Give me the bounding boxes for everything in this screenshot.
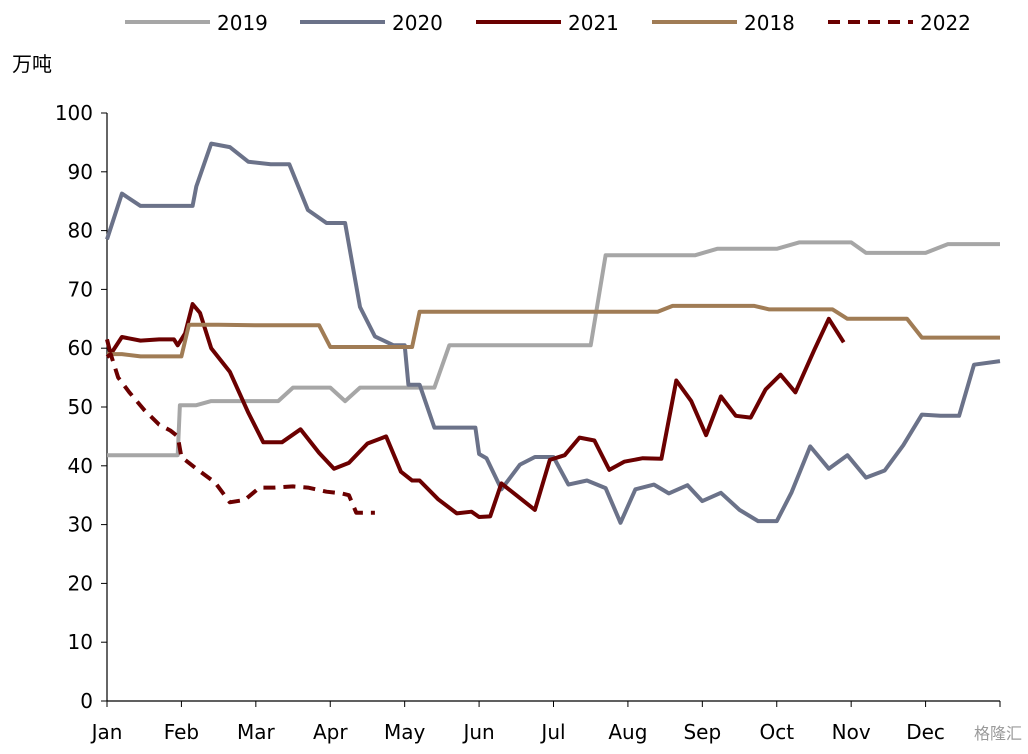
series-lines <box>105 141 1001 525</box>
y-tick-label: 0 <box>80 689 93 713</box>
x-tick-label: Oct <box>759 720 794 744</box>
y-tick-label: 60 <box>68 336 93 360</box>
legend-label-2021: 2021 <box>568 11 619 35</box>
legend-label-2018: 2018 <box>744 11 795 35</box>
legend-label-2022: 2022 <box>920 11 971 35</box>
series-line-2022 <box>105 352 375 515</box>
y-tick-label: 100 <box>55 101 93 125</box>
y-tick-label: 90 <box>68 160 93 184</box>
series-line-2018 <box>107 303 1000 359</box>
y-tick-label: 50 <box>68 395 93 419</box>
x-tick-label: Apr <box>313 720 348 744</box>
series-line-2020 <box>105 141 1001 525</box>
x-tick-label: Feb <box>164 720 199 744</box>
x-tick-label: Jul <box>539 720 565 744</box>
legend: 2019 2020 2021 2018 2022 <box>125 11 971 35</box>
y-tick-label: 30 <box>68 513 93 537</box>
x-tick-label: Nov <box>832 720 871 744</box>
x-tick-label: Aug <box>608 720 647 744</box>
x-tick-label: Mar <box>237 720 276 744</box>
y-tick-label: 70 <box>68 277 93 301</box>
y-tick-label: 20 <box>68 571 93 595</box>
y-axis-unit-label: 万吨 <box>12 52 52 76</box>
x-tick-label: Jun <box>461 720 494 744</box>
x-tick-label: Dec <box>906 720 945 744</box>
legend-label-2020: 2020 <box>392 11 443 35</box>
x-tick-label: Sep <box>683 720 721 744</box>
series-line-2019 <box>107 240 1000 458</box>
x-tick-label: Jan <box>90 720 123 744</box>
series-line-2021 <box>105 302 846 519</box>
y-tick-label: 10 <box>68 630 93 654</box>
y-tick-label: 40 <box>68 454 93 478</box>
x-tick-label: May <box>384 720 426 744</box>
legend-label-2019: 2019 <box>217 11 268 35</box>
y-tick-label: 80 <box>68 219 93 243</box>
watermark-label: 格隆汇 <box>973 724 1022 743</box>
axes: 0 10 20 30 40 50 60 70 80 90 100 Jan Feb Mar Apr May Jun… <box>55 101 1001 744</box>
